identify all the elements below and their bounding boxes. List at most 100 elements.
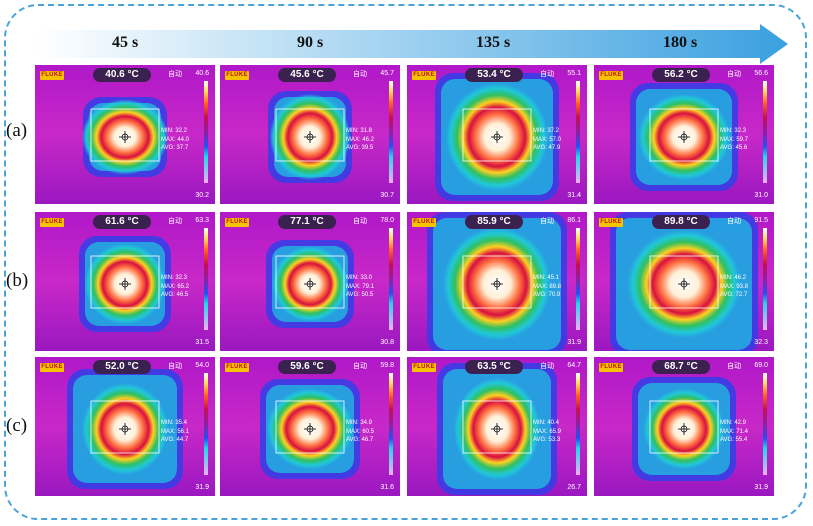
color-scale-bar (576, 228, 580, 330)
stat-avg: AVG: 44.7 (161, 437, 189, 443)
scale-max: 54.0 (195, 362, 209, 369)
stat-max: MAX: 44.0 (161, 136, 190, 143)
stat-min: MIN: 31.8 (346, 128, 373, 134)
scale-max: 78.0 (380, 217, 394, 224)
thermal-image: FLUKE 40.6 °C 自动 40.6 30.2 MIN: 32.2 MAX… (35, 65, 215, 204)
thermal-image: FLUKE 52.0 °C 自动 54.0 31.9 MIN: 35.4 MAX… (35, 357, 215, 496)
region-stats: MIN: 31.8 MAX: 46.2 AVG: 39.5 (346, 127, 374, 153)
scale-max: 40.6 (195, 70, 209, 77)
mode-label: 自动 (168, 363, 182, 370)
stat-avg: AVG: 45.6 (720, 145, 748, 151)
stat-min: MIN: 35.4 (161, 420, 188, 426)
row-label-b: (b) (6, 270, 29, 291)
mode-label: 自动 (353, 363, 367, 370)
stat-min: MIN: 32.2 (161, 128, 188, 134)
region-stats: MIN: 42.9 MAX: 71.4 AVG: 55.4 (720, 419, 748, 445)
mode-label: 自动 (727, 218, 741, 225)
stat-max: MAX: 89.8 (533, 283, 562, 290)
dashed-frame (4, 4, 807, 520)
scale-min: 30.2 (195, 192, 209, 199)
spot-temperature: 53.4 °C (465, 68, 523, 82)
fluke-logo: FLUKE (412, 71, 436, 80)
heatmap-picture (35, 357, 215, 496)
region-stats: MIN: 37.2 MAX: 57.0 AVG: 47.9 (533, 127, 561, 153)
fluke-logo: FLUKE (412, 218, 436, 227)
stat-max: MAX: 60.5 (346, 428, 375, 435)
mode-label: 自动 (168, 71, 182, 78)
heatmap-picture (594, 357, 774, 496)
time-label-180s: 180 s (663, 34, 698, 51)
heatmap-picture (35, 212, 215, 351)
color-scale-bar (763, 81, 767, 183)
stat-max: MAX: 93.8 (720, 283, 749, 290)
stat-avg: AVG: 55.4 (720, 437, 748, 443)
fluke-logo: FLUKE (40, 363, 64, 372)
spot-temperature: 77.1 °C (278, 215, 336, 229)
stat-min: MIN: 45.1 (533, 275, 560, 281)
scale-max: 56.6 (754, 70, 768, 77)
mode-label: 自动 (727, 71, 741, 78)
scale-min: 31.9 (567, 339, 581, 346)
time-label-90s: 90 s (297, 34, 324, 51)
color-scale-bar (389, 81, 393, 183)
region-stats: MIN: 45.1 MAX: 89.8 AVG: 70.9 (533, 274, 561, 300)
region-stats: MIN: 33.0 MAX: 79.1 AVG: 50.5 (346, 274, 374, 300)
thermal-image: FLUKE 89.8 °C 自动 91.5 32.3 MIN: 46.2 MAX… (594, 212, 774, 351)
scale-max: 45.7 (380, 70, 394, 77)
heatmap-picture (594, 65, 774, 204)
spot-temperature: 45.6 °C (278, 68, 336, 82)
thermal-image: FLUKE 59.6 °C 自动 59.8 31.6 MIN: 34.9 MAX… (220, 357, 400, 496)
scale-min: 31.6 (380, 484, 394, 491)
stat-avg: AVG: 53.3 (533, 437, 561, 443)
scale-min: 31.5 (195, 339, 209, 346)
scale-max: 86.1 (567, 217, 581, 224)
thermal-image: FLUKE 53.4 °C 自动 55.1 31.4 MIN: 37.2 MAX… (407, 65, 587, 204)
stat-min: MIN: 32.3 (720, 128, 747, 134)
fluke-logo: FLUKE (225, 363, 249, 372)
stat-max: MAX: 71.4 (720, 428, 749, 435)
row-label-a: (a) (6, 120, 28, 141)
mode-label: 自动 (540, 71, 554, 78)
scale-min: 31.9 (754, 484, 768, 491)
mode-label: 自动 (353, 218, 367, 225)
scale-min: 31.9 (195, 484, 209, 491)
thermal-image: FLUKE 77.1 °C 自动 78.0 30.8 MIN: 33.0 MAX… (220, 212, 400, 351)
stat-max: MAX: 65.9 (533, 428, 562, 435)
heatmap-picture (407, 212, 587, 351)
color-scale-bar (576, 81, 580, 183)
region-stats: MIN: 32.2 MAX: 44.0 AVG: 37.7 (161, 127, 189, 153)
color-scale-bar (204, 228, 208, 330)
stat-min: MIN: 32.3 (161, 275, 188, 281)
region-stats: MIN: 40.4 MAX: 65.9 AVG: 53.3 (533, 419, 561, 445)
stat-avg: AVG: 46.5 (161, 292, 189, 298)
stat-min: MIN: 33.0 (346, 275, 373, 281)
thermal-image: FLUKE 63.5 °C 自动 64.7 26.7 MIN: 40.4 MAX… (407, 357, 587, 496)
time-arrow (36, 24, 788, 64)
stat-min: MIN: 46.2 (720, 275, 747, 281)
stat-max: MAX: 59.7 (720, 136, 749, 143)
thermal-image: FLUKE 85.9 °C 自动 86.1 31.9 MIN: 45.1 MAX… (407, 212, 587, 351)
stat-avg: AVG: 39.5 (346, 145, 374, 151)
fluke-logo: FLUKE (225, 71, 249, 80)
fluke-logo: FLUKE (599, 363, 623, 372)
spot-temperature: 59.6 °C (278, 360, 336, 374)
thermal-image: FLUKE 45.6 °C 自动 45.7 30.7 MIN: 31.8 MAX… (220, 65, 400, 204)
stat-max: MAX: 57.0 (533, 136, 562, 143)
fluke-logo: FLUKE (40, 71, 64, 80)
spot-temperature: 61.6 °C (93, 215, 151, 229)
stat-min: MIN: 37.2 (533, 128, 560, 134)
row-label-c: (c) (6, 415, 28, 436)
scale-max: 59.8 (380, 362, 394, 369)
stat-max: MAX: 56.1 (161, 428, 190, 435)
mode-label: 自动 (540, 218, 554, 225)
stat-min: MIN: 34.9 (346, 420, 373, 426)
spot-temperature: 68.7 °C (652, 360, 710, 374)
color-scale-bar (389, 373, 393, 475)
color-scale-bar (389, 228, 393, 330)
scale-min: 30.8 (380, 339, 394, 346)
region-stats: MIN: 46.2 MAX: 93.8 AVG: 72.7 (720, 274, 748, 300)
stat-avg: AVG: 70.9 (533, 292, 561, 298)
color-scale-bar (204, 81, 208, 183)
thermal-image: FLUKE 61.6 °C 自动 63.3 31.5 MIN: 32.3 MAX… (35, 212, 215, 351)
stat-avg: AVG: 72.7 (720, 292, 748, 298)
